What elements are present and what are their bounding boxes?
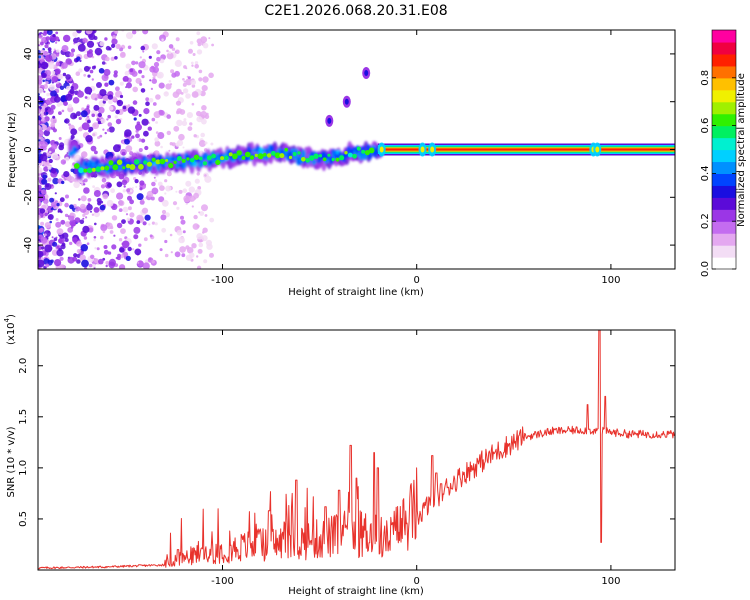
spectrogram-x-tick-label: 0	[414, 275, 420, 286]
spectrogram-x-axis-label: Height of straight line (km)	[288, 287, 424, 298]
snr-background	[38, 330, 675, 570]
snr-x-tick-label: -100	[211, 576, 234, 587]
snr-ticks: -100 0 100 0.5 1.0 1.5 2.0	[18, 330, 675, 587]
snr-series-line	[38, 330, 675, 570]
snr-y-tick-label: 1.0	[18, 460, 29, 476]
spectrogram-y-tick-label: -20	[23, 189, 34, 205]
colorbar-frame	[711, 29, 737, 270]
colorbar-ticks: 0.0 0.2 0.4 0.6 0.8	[700, 70, 736, 277]
colorbar-tick-label: 0.2	[700, 213, 711, 229]
colorbar-label: Normalized spectral amplitude	[736, 73, 747, 227]
snr-x-tick-label: 0	[414, 576, 420, 587]
colorbar-tick-label: 0.4	[700, 165, 711, 181]
colorbar-gradient	[712, 30, 736, 270]
spectrogram-heatmap	[38, 30, 675, 269]
snr-panel: -100 0 100 0.5 1.0 1.5 2.0 Height of straight …	[3, 314, 676, 597]
colorbar: 0.0 0.2 0.4 0.6 0.8 Normalized spectral ampl…	[700, 29, 747, 277]
spectrogram-ticks: -100 0 100 -40 -20 0 20 40	[23, 30, 675, 286]
colorbar-tick-label: 0.6	[700, 118, 711, 134]
spectrogram-y-tick-label: -40	[23, 237, 34, 253]
svg-text:(x104): (x104)	[3, 314, 17, 345]
snr-y-tick-label: 2.0	[18, 358, 29, 374]
spectrogram-ridge-core	[73, 146, 375, 174]
spectrogram-blob-2	[342, 95, 351, 108]
spectrogram-y-tick-label: 0	[23, 146, 34, 152]
snr-y-axis-label: SNR (10 * v/v)	[6, 426, 17, 497]
snr-multiplier-exp: 4	[3, 317, 11, 322]
spectrogram-x-tick-label: -100	[211, 275, 234, 286]
snr-multiplier-base: (x10	[6, 322, 17, 345]
snr-frame	[37, 329, 676, 571]
spectrogram-blob-3	[325, 114, 334, 127]
snr-y-tick-label: 1.5	[18, 409, 29, 425]
snr-x-axis-label: Height of straight line (km)	[288, 586, 424, 597]
spectrogram-constant-tone	[377, 142, 675, 157]
colorbar-tick-label: 0.0	[700, 261, 711, 277]
spectrogram-y-axis-label: Frequency (Hz)	[7, 112, 18, 188]
snr-x-tick-label: 100	[601, 576, 620, 587]
spectrogram-blob-1	[362, 67, 371, 80]
colorbar-tick-label: 0.8	[700, 70, 711, 86]
spectrogram-panel: -100 0 100 -40 -20 0 20 40 Height of straight l…	[7, 29, 676, 298]
spectrogram-noise-speckle	[38, 30, 215, 269]
snr-y-tick-label: 0.5	[18, 511, 29, 527]
figure-title: C2E1.2026.068.20.31.E08	[264, 3, 447, 19]
spectrogram-y-tick-label: 20	[23, 95, 34, 108]
spectrogram-x-tick-label: 100	[601, 275, 620, 286]
spectrogram-y-tick-label: 40	[23, 48, 34, 61]
snr-multiplier: (x104)	[3, 314, 17, 345]
